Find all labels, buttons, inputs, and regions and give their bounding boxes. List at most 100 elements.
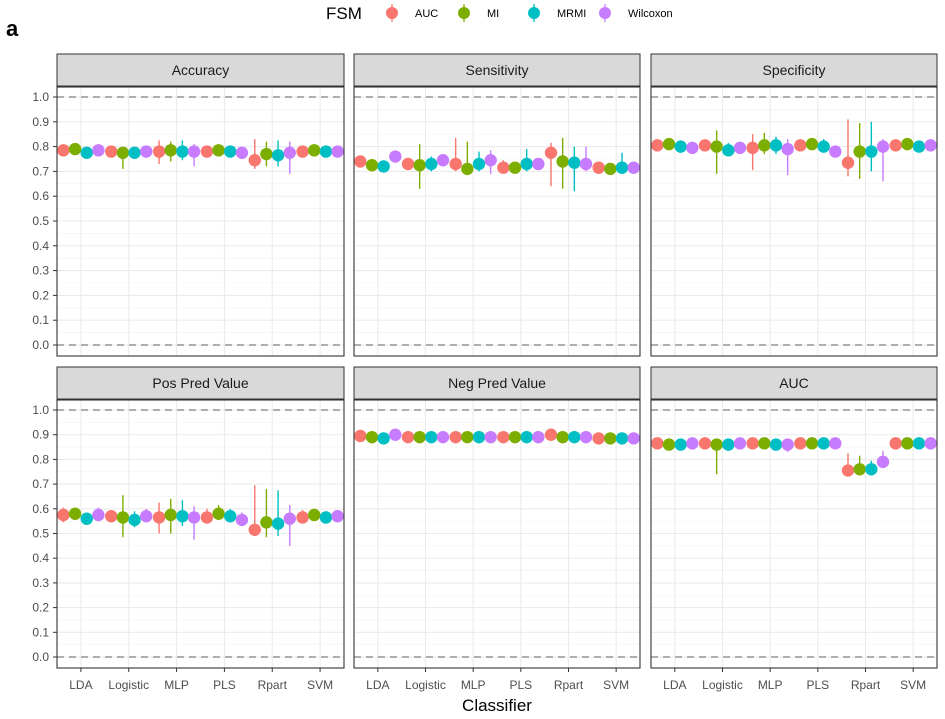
data-point (853, 463, 866, 476)
data-point (365, 159, 379, 172)
y-tick-label: 0.0 (32, 338, 49, 352)
data-point (212, 144, 225, 157)
strip-title: AUC (779, 375, 809, 391)
data-point (271, 149, 285, 162)
data-point (187, 511, 201, 524)
data-point (92, 144, 105, 157)
x-axis-title: Classifier (462, 696, 532, 715)
data-point (912, 140, 926, 153)
data-point (686, 437, 699, 450)
data-point (80, 146, 93, 159)
y-tick-label: 0.8 (32, 452, 49, 466)
series-wilcoxon (686, 437, 937, 469)
data-point (224, 145, 237, 158)
y-tick-label: 0.6 (32, 502, 49, 516)
panel-border (650, 399, 938, 669)
data-point (758, 437, 771, 450)
data-point (296, 145, 309, 158)
data-point (260, 516, 273, 529)
data-point (710, 438, 723, 451)
y-tick-label: 0.7 (32, 477, 49, 491)
data-point (57, 144, 70, 157)
data-point (472, 430, 486, 444)
data-point (556, 430, 569, 444)
data-point (604, 432, 617, 445)
y-tick-label: 0.1 (32, 625, 49, 639)
strip-title: Pos Pred Value (152, 375, 248, 391)
y-tick-label: 0.5 (32, 527, 49, 541)
data-point (413, 159, 426, 172)
series-auc (57, 139, 309, 169)
data-point (401, 157, 415, 171)
data-point (674, 140, 687, 153)
data-point (212, 507, 225, 520)
data-point (544, 428, 558, 441)
data-point (579, 157, 593, 171)
series-mi (68, 141, 321, 169)
data-point (319, 511, 333, 524)
x-tick-label: Logistic (108, 678, 149, 692)
data-point (128, 513, 141, 527)
series-mi (662, 123, 914, 179)
data-point (235, 513, 249, 527)
data-point (248, 523, 261, 536)
data-point (331, 145, 344, 158)
legend-entry-mi: MI (458, 4, 499, 22)
x-tick-label: PLS (806, 678, 829, 692)
data-point (853, 145, 866, 158)
y-tick-label: 0.5 (32, 214, 49, 228)
legend-key-point (386, 7, 398, 19)
data-point (116, 511, 130, 524)
data-point (497, 161, 510, 174)
data-point (651, 437, 664, 450)
data-point (68, 142, 82, 156)
data-point (128, 146, 141, 159)
panel-border (353, 399, 641, 669)
data-point (308, 144, 321, 157)
data-point (248, 154, 261, 167)
data-point (296, 511, 309, 524)
legend: FSM AUC MI MRMI Wilcoxon (326, 4, 673, 23)
panel-pos-pred-value: Pos Pred Value 0.0 0.1 0.2 0.3 0.4 0.5 0.6 0.7 0.… (32, 366, 345, 692)
x-tick-label: Rpart (258, 678, 288, 692)
data-point (308, 508, 321, 522)
data-point (413, 430, 426, 444)
data-point (283, 512, 296, 525)
y-tick-label: 0.4 (32, 551, 49, 565)
data-point (769, 438, 783, 451)
panel-tag: a (6, 16, 19, 41)
data-point (556, 155, 569, 168)
data-point (57, 508, 70, 522)
data-point (497, 430, 510, 444)
x-tick-label: SVM (307, 678, 333, 692)
series-mi (662, 437, 914, 476)
data-point (651, 139, 664, 152)
data-point (592, 161, 605, 174)
data-point (224, 510, 237, 523)
y-tick-label: 0.3 (32, 264, 49, 278)
data-point (116, 146, 130, 159)
strip-background (650, 53, 938, 87)
series-mi (365, 137, 617, 189)
data-point (579, 430, 593, 444)
strip-background (56, 366, 345, 400)
series-wilcoxon (389, 146, 640, 174)
data-point (627, 432, 640, 445)
data-point (829, 437, 842, 450)
data-point (436, 430, 450, 444)
data-point (449, 157, 462, 171)
data-point (662, 438, 676, 451)
data-point (140, 510, 153, 523)
legend-entry-auc: AUC (386, 4, 438, 22)
data-point (461, 430, 474, 444)
y-tick-label: 0.1 (32, 313, 49, 327)
data-point (235, 146, 249, 159)
data-point (829, 145, 842, 158)
strip-title: Sensitivity (465, 62, 528, 78)
data-point (722, 144, 735, 157)
data-point (319, 145, 333, 158)
data-point (746, 141, 759, 155)
x-tick-label: MLP (164, 678, 189, 692)
data-point (568, 430, 581, 444)
